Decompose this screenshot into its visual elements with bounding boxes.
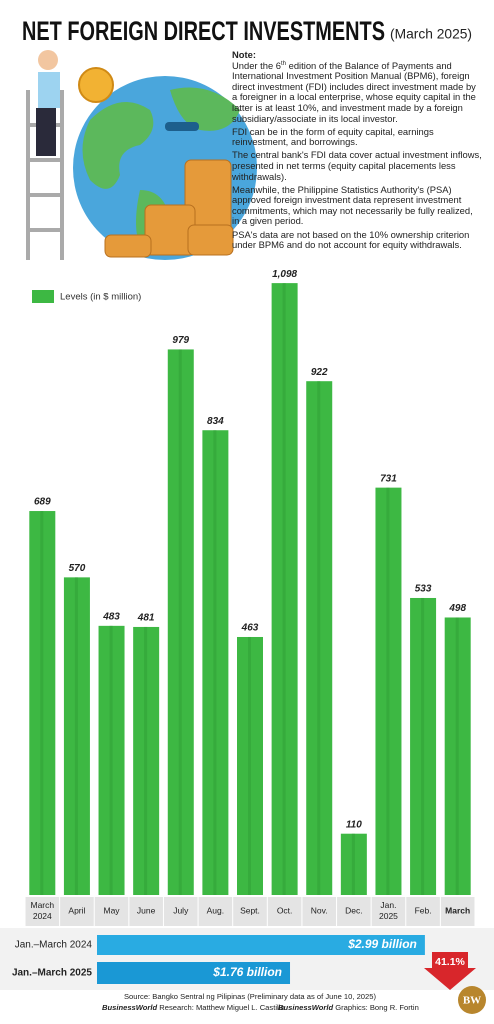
comparison-bar [97,962,291,984]
bar-shade [213,430,217,895]
note-paragraph: PSA's data are not based on the 10% owne… [232,228,470,251]
change-arrow [424,952,476,990]
note-paragraph: The central bank's FDI data cover actual… [232,149,482,182]
x-label-cell [163,897,198,926]
x-label-cell [129,897,163,926]
value-label: 1,098 [272,269,297,280]
ladder [26,90,64,260]
x-label-cell [302,897,337,926]
bar-shade [386,487,390,895]
comparison-bar [97,935,425,955]
x-label-cell [60,897,94,926]
note-paragraph: FDI can be in the form of equity capital… [232,125,434,148]
bar-shade [109,625,113,895]
comparison-value: $1.76 billion [212,965,282,979]
x-tick-label: Dec. [345,905,362,915]
value-label: 979 [172,335,189,346]
value-label: 110 [346,819,362,830]
credit-brand: BusinessWorld [278,1003,333,1012]
credit: BusinessWorld Research: Matthew Miguel L… [102,1003,285,1012]
coins [104,159,234,258]
bar-shade [351,833,355,895]
bar-shade [178,349,182,895]
x-label-cell [25,897,60,926]
credit-text: Graphics: Bong R. Fortin [333,1003,419,1012]
person-head [38,50,58,70]
note-text: Under the 6 [232,59,281,71]
land [170,87,240,131]
credit: BusinessWorld Graphics: Bong R. Fortin [278,1003,419,1012]
x-tick-label: Oct. [277,905,293,915]
x-tick-label: May [104,905,121,915]
comparison-label: Jan.–March 2024 [15,940,93,951]
value-label: 481 [137,613,155,624]
value-label: 731 [380,473,397,484]
comparison-label: Jan.–March 2025 [12,968,92,979]
x-tick-label-line: March [30,900,54,910]
credit-brand: BusinessWorld [102,1003,157,1012]
note-text: th [281,60,287,67]
x-tick-label-line: Jan. [380,900,396,910]
note-heading: Note: [232,49,256,60]
note-text: edition of the Balance of Payments and I… [232,59,476,124]
bar-shade [421,597,425,895]
x-tick-label-line: 2025 [379,911,398,921]
logo [458,986,486,1014]
x-tick-label: Feb. [415,905,432,915]
person-body [38,72,60,108]
x-tick-label: Nov. [311,905,328,915]
coin [78,67,114,103]
x-label-cell [371,897,406,926]
x-label-cell [440,897,475,926]
coin-slot [165,122,199,131]
illustration [26,50,257,260]
logo-text: BW [463,995,481,1007]
legend-swatch [32,290,54,303]
x-label-cell [233,897,267,926]
source: Source: Bangko Sentral ng Pilipinas (Pre… [124,992,376,1001]
bar-shade [317,381,321,895]
note: Note: Under the 6th edition of the Balan… [232,49,482,253]
value-label: 498 [448,603,466,614]
x-tick-label: Jan. 2025 [379,900,398,921]
bar-shade [40,511,44,895]
x-tick-label: April [68,905,85,915]
bar-shade [282,283,286,896]
x-label-cell [198,897,233,926]
credit-text: Research: Matthew Miguel L. Castillo [157,1003,284,1012]
bar-shade [74,577,78,895]
value-label: 483 [102,611,120,622]
bar-shade [248,636,251,895]
value-label: 463 [241,623,259,634]
bar-shade [455,617,459,895]
value-label: 922 [311,367,328,378]
comparison-value: $2.99 billion [347,937,417,951]
land [82,102,154,189]
x-tick-label: June [137,905,156,915]
value-label: 533 [415,584,432,595]
x-tick-label: March 2024 [30,900,54,921]
x-label-cell [337,897,371,926]
x-tick-label: Sept. [240,905,260,915]
chart-title: NET FOREIGN DIRECT INVESTMENTS [22,16,385,46]
change-label: 41.1% [435,956,465,968]
legend-label: Levels (in $ million) [60,292,141,303]
x-tick-label: Aug. [207,905,225,915]
bar-shade [144,626,148,895]
person-legs [36,108,56,156]
x-label-cell [406,897,440,926]
x-tick-label: March [445,905,470,915]
x-tick-label-line: 2024 [33,911,52,921]
value-label: 570 [69,563,86,574]
x-label-cell [267,897,302,926]
chart-subtitle: (March 2025) [390,26,472,42]
x-label-cell [94,897,129,926]
value-label: 689 [34,497,51,508]
note-paragraph: Meanwhile, the Philippine Statistics Aut… [232,183,473,227]
x-tick-label: July [173,905,189,915]
value-label: 834 [207,416,224,427]
